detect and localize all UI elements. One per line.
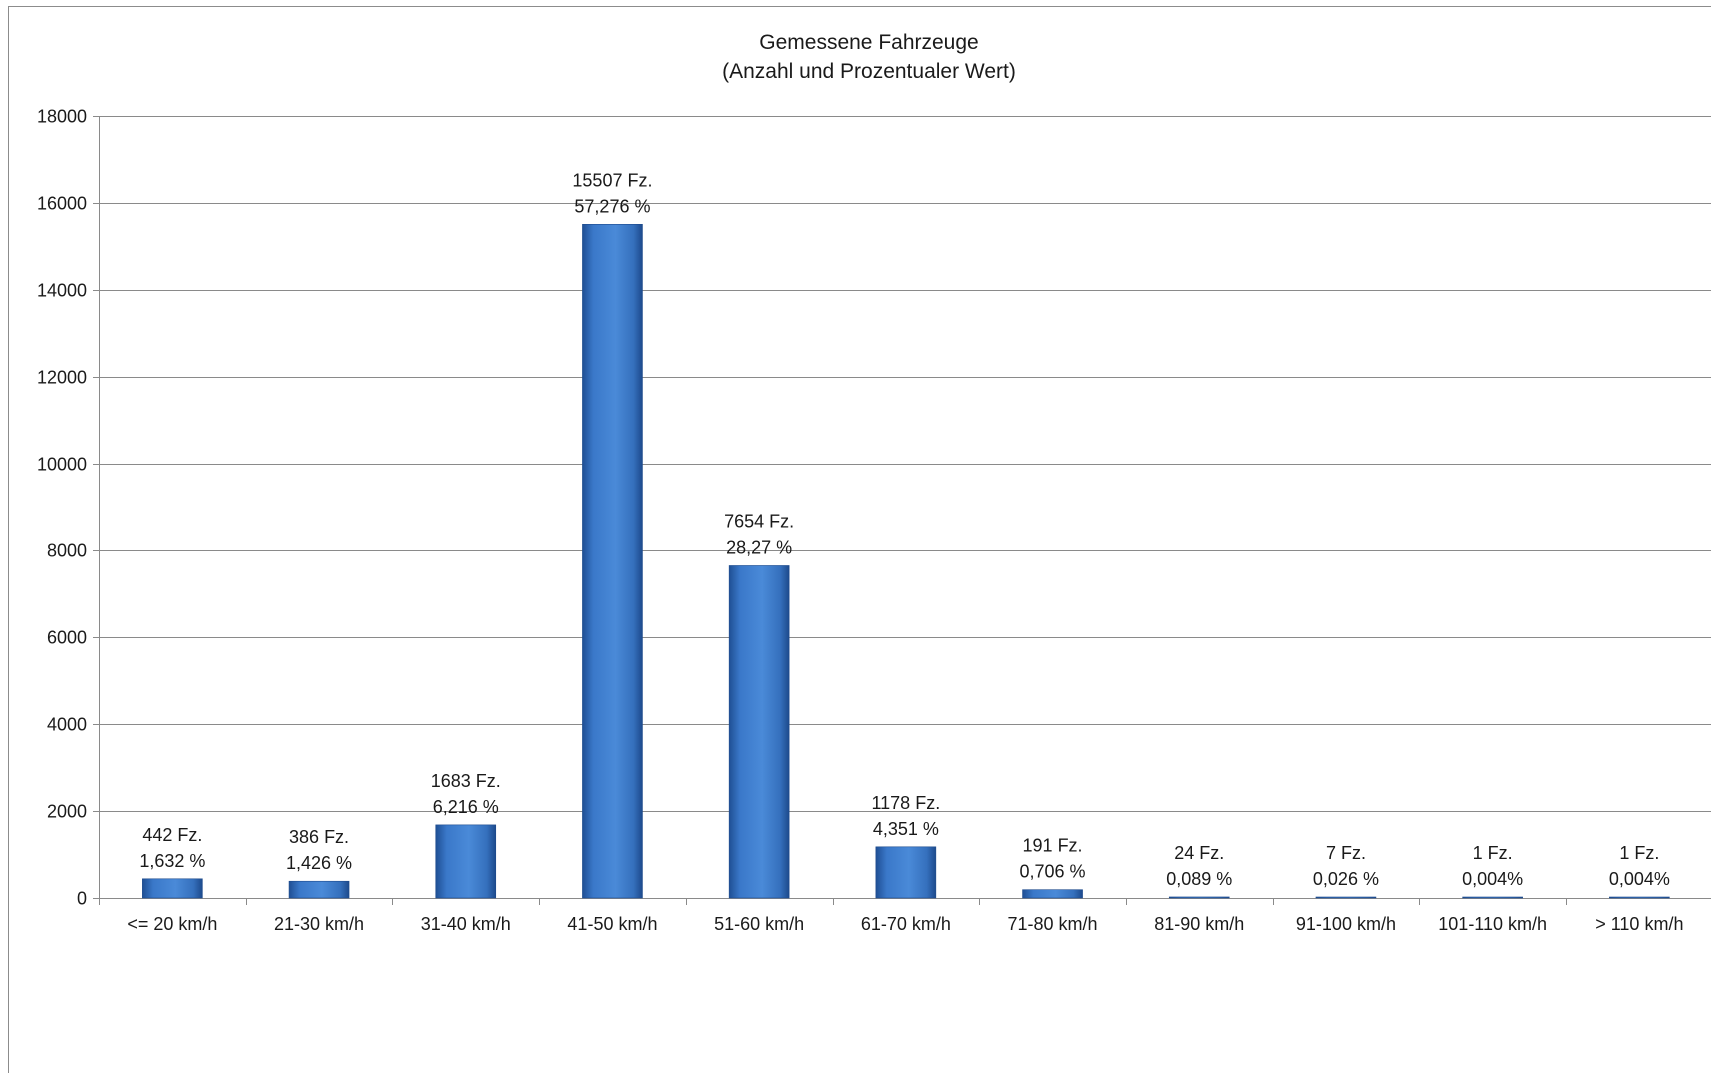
x-tick-label: > 110 km/h xyxy=(1595,914,1683,934)
y-tick-label: 12000 xyxy=(37,368,87,388)
data-label-count: 1178 Fz. xyxy=(871,793,940,813)
y-tick-label: 16000 xyxy=(37,194,87,214)
bar xyxy=(875,846,937,899)
data-label-percent: 1,632 % xyxy=(139,851,205,871)
gridlines xyxy=(99,116,1711,812)
data-label-percent: 1,426 % xyxy=(286,853,352,873)
bar xyxy=(1462,896,1523,899)
x-tick-label: 21-30 km/h xyxy=(274,914,364,934)
x-tick-label: <= 20 km/h xyxy=(127,914,217,934)
x-tick-label: 81-90 km/h xyxy=(1154,914,1244,934)
y-tick-label: 6000 xyxy=(47,628,87,648)
x-tick-label: 41-50 km/h xyxy=(567,914,657,934)
x-tick-label: 31-40 km/h xyxy=(421,914,511,934)
y-tick-label: 0 xyxy=(77,889,87,909)
bar xyxy=(142,878,203,899)
bar xyxy=(435,824,497,899)
data-label-percent: 0,004% xyxy=(1609,869,1670,889)
chart-title: Gemessene Fahrzeuge xyxy=(759,31,978,54)
data-label-count: 191 Fz. xyxy=(1023,836,1083,856)
x-tick-label: 101-110 km/h xyxy=(1438,914,1547,934)
data-label-percent: 28,27 % xyxy=(726,537,792,557)
data-label-count: 24 Fz. xyxy=(1174,843,1224,863)
data-label-count: 386 Fz. xyxy=(289,827,349,847)
bars xyxy=(142,224,1670,899)
data-label-percent: 0,706 % xyxy=(1020,862,1086,882)
y-tick-label: 8000 xyxy=(47,541,87,561)
data-label-percent: 6,216 % xyxy=(433,797,499,817)
y-tick-label: 18000 xyxy=(37,107,87,127)
axes: 0 2000 4000 6000 8000 10000 12000 14000 16000 180… xyxy=(37,107,1711,934)
data-label-count: 15507 Fz. xyxy=(572,170,652,190)
data-label-percent: 4,351 % xyxy=(873,819,939,839)
data-label-percent: 0,089 % xyxy=(1166,869,1232,889)
data-label-count: 7654 Fz. xyxy=(724,511,794,531)
data-label-percent: 0,026 % xyxy=(1313,869,1379,889)
data-label-percent: 0,004% xyxy=(1462,869,1523,889)
data-labels: 442 Fz. 1,632 % 386 Fz. 1,426 % 1683 Fz. 6,21… xyxy=(139,170,1670,889)
bar xyxy=(288,880,350,899)
y-tick-label: 2000 xyxy=(47,802,87,822)
chart-frame xyxy=(8,6,1711,1073)
bar xyxy=(1609,896,1670,899)
x-tick-label: 91-100 km/h xyxy=(1296,914,1396,934)
y-tick-label: 4000 xyxy=(47,715,87,735)
y-tick-label: 14000 xyxy=(37,281,87,301)
data-label-count: 1 Fz. xyxy=(1619,843,1659,863)
x-tick-label: 61-70 km/h xyxy=(861,914,951,934)
data-label-count: 7 Fz. xyxy=(1326,843,1366,863)
data-label-count: 1 Fz. xyxy=(1473,843,1513,863)
x-tick-label: 51-60 km/h xyxy=(714,914,804,934)
bar xyxy=(728,565,790,899)
data-label-count: 442 Fz. xyxy=(142,825,202,845)
bar xyxy=(1315,896,1377,899)
bar xyxy=(582,224,643,899)
y-tick-label: 10000 xyxy=(37,455,87,475)
bar xyxy=(1022,889,1083,899)
chart-subtitle: (Anzahl und Prozentualer Wert) xyxy=(722,60,1016,83)
x-tick-label: 71-80 km/h xyxy=(1008,914,1098,934)
bar xyxy=(1168,896,1230,899)
data-label-count: 1683 Fz. xyxy=(431,771,501,791)
data-label-percent: 57,276 % xyxy=(574,196,650,216)
